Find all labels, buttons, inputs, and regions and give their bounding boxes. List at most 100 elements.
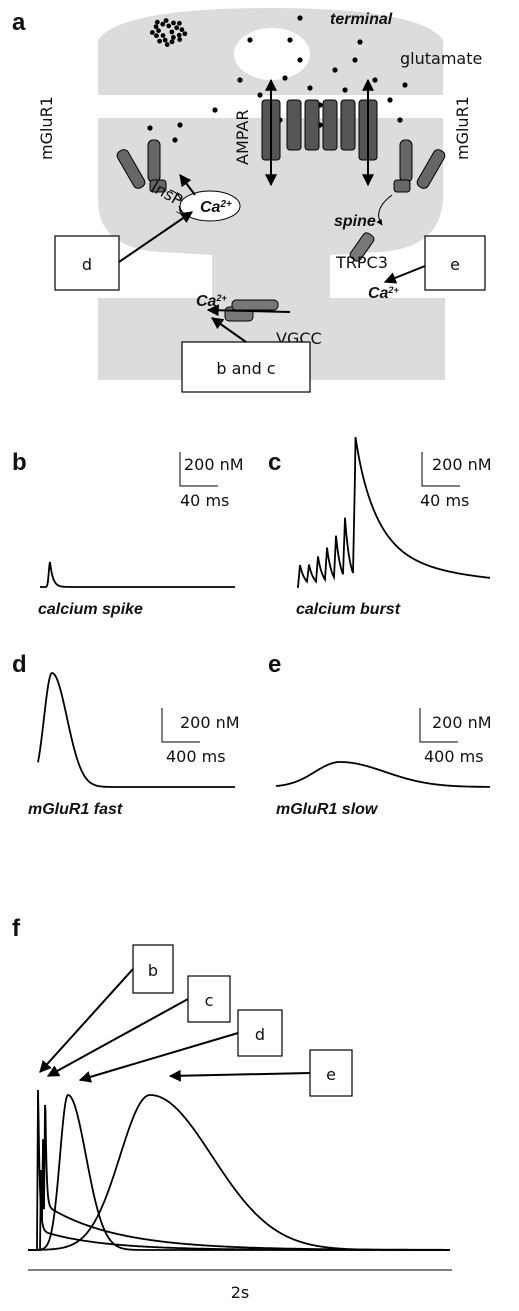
glutamate-dots — [147, 15, 408, 143]
dot — [147, 125, 153, 131]
box — [309, 1049, 353, 1097]
panel-label: b — [12, 449, 27, 476]
dot — [352, 57, 358, 63]
shape — [349, 232, 375, 262]
dot — [170, 35, 176, 40]
text-part: 2+ — [215, 293, 227, 303]
scale-label: 200 nM — [432, 455, 492, 474]
scale-label: 400 ms — [424, 747, 484, 766]
dot — [176, 32, 182, 38]
arrow — [376, 194, 393, 226]
text-part: 3 — [174, 204, 185, 217]
terminal-label: terminal — [330, 11, 393, 28]
arrow — [179, 174, 196, 196]
box-label: d — [255, 1025, 265, 1044]
scale-bar — [161, 708, 200, 743]
scale-label: 40 ms — [180, 491, 229, 510]
box-label: e — [450, 255, 460, 274]
dot — [282, 75, 288, 81]
caption: mGluR1 slow — [276, 801, 379, 818]
ca-store — [179, 190, 241, 222]
dot — [163, 18, 169, 23]
scale-label: 40 ms — [420, 491, 469, 510]
arrow — [206, 304, 291, 317]
trace — [40, 561, 235, 588]
trace — [275, 761, 490, 788]
dot — [156, 28, 161, 34]
dot — [287, 37, 293, 43]
dot — [162, 37, 168, 43]
box-label: b — [148, 961, 158, 980]
trpc3-channel — [349, 232, 375, 262]
arrow — [39, 968, 134, 1073]
panel-a: a terminal glutamate mGluR1 mGluR1 AMPAR — [12, 8, 486, 393]
dot — [212, 107, 218, 113]
dot — [177, 122, 183, 128]
shape — [231, 299, 279, 311]
glutamate-label: glutamate — [400, 49, 482, 68]
dot — [342, 87, 348, 93]
text-part: Ca — [200, 199, 221, 216]
text-part: Ca — [368, 285, 389, 302]
dot — [247, 37, 253, 43]
dot — [172, 137, 178, 143]
dot — [174, 25, 180, 31]
shape — [393, 179, 411, 193]
dot — [307, 85, 313, 91]
spine-label: spine — [334, 213, 376, 230]
dot — [166, 23, 172, 29]
box-label: e — [326, 1065, 336, 1084]
arrow — [78, 1032, 239, 1083]
dot — [157, 38, 162, 44]
panel-label: f — [12, 915, 21, 942]
panel-label: c — [268, 449, 281, 476]
dot — [297, 15, 303, 21]
trace — [297, 436, 490, 588]
shape — [149, 179, 167, 193]
scale-label: 400 ms — [166, 747, 226, 766]
box — [237, 1009, 283, 1057]
mglur1-receptor — [116, 139, 446, 193]
panel-label: e — [268, 651, 281, 678]
box-label: c — [205, 991, 214, 1010]
dot — [397, 117, 403, 123]
dot — [164, 42, 170, 47]
panel-f: b c d e — [28, 944, 450, 1251]
scale-label: 200 nM — [432, 713, 492, 732]
scale-bar — [179, 452, 218, 487]
dot — [177, 37, 183, 43]
glutamate-release — [234, 28, 310, 80]
dot — [149, 30, 155, 35]
trace — [37, 672, 235, 788]
dot — [387, 97, 393, 103]
scale-bar — [419, 708, 458, 743]
shape — [340, 99, 356, 151]
dot — [169, 39, 175, 45]
shape — [322, 99, 338, 151]
arrow — [211, 317, 247, 343]
dot — [154, 33, 159, 39]
arrow — [168, 1069, 311, 1082]
dot — [160, 21, 166, 27]
shape — [399, 139, 413, 183]
scale-label: 200 nM — [184, 455, 244, 474]
scale-label: 2s — [231, 1283, 250, 1302]
shape — [286, 99, 302, 151]
arrow — [46, 998, 189, 1077]
dot — [153, 24, 159, 30]
dot — [171, 20, 176, 26]
box — [54, 235, 120, 291]
dot — [154, 19, 160, 25]
panel-label: a — [12, 9, 26, 36]
dot — [297, 57, 303, 63]
caption: calcium burst — [296, 601, 401, 618]
dot — [372, 77, 378, 83]
dot — [257, 92, 263, 98]
arrow — [383, 265, 426, 284]
ampar-receptors — [261, 99, 378, 161]
shape — [116, 149, 146, 189]
scale-bar — [421, 452, 460, 487]
ca-label: Ca2+ — [196, 293, 227, 310]
mglur1-label: mGluR1 — [453, 96, 472, 160]
